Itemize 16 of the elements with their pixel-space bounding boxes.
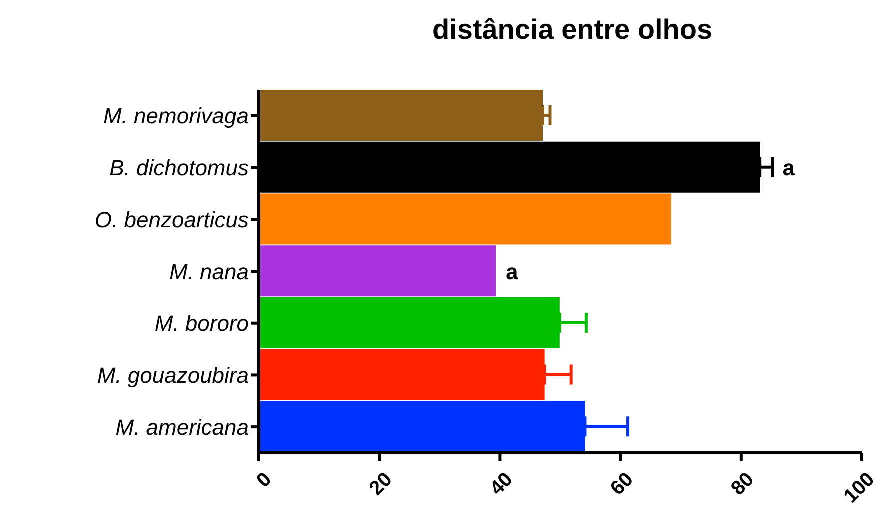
x-tick-label: 20 — [365, 468, 397, 500]
x-tick-label: 40 — [486, 468, 518, 500]
annotation: a — [782, 156, 796, 181]
chart-title: distância entre olhos — [431, 14, 714, 46]
x-tick-label: 60 — [606, 468, 638, 500]
y-tick-label: M. bororo — [154, 311, 249, 336]
y-tick-label: O. benzoarticus — [94, 207, 249, 232]
y-tick-label: M. nemorivaga — [103, 104, 249, 129]
annotation: a — [506, 259, 519, 284]
y-tick-label: M. nana — [170, 259, 249, 284]
x-tick-label: 100 — [840, 468, 878, 508]
y-tick-label: M. gouazoubira — [97, 363, 249, 388]
x-tick-label: 80 — [727, 468, 759, 500]
x-tick-label: 0 — [252, 468, 276, 492]
y-tick-label: B. dichotomus — [110, 156, 249, 181]
y-tick-label: M. americana — [116, 414, 249, 440]
